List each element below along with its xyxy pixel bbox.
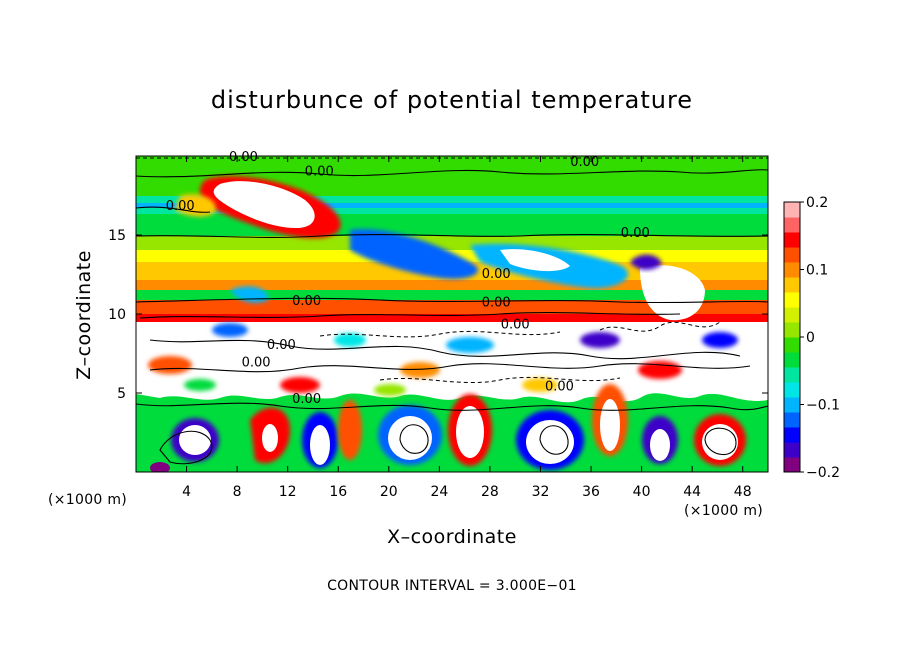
x-tick-label: 20 — [380, 484, 398, 500]
x-tick-label: 8 — [233, 484, 242, 500]
colorbar-swatch — [784, 232, 800, 248]
colorbar: 0.2 0.1 0 −0.1 −0.2 — [783, 195, 840, 481]
field-cool-blob-upper — [350, 229, 479, 279]
colorbar-swatch — [784, 382, 800, 398]
colorbar-swatch — [784, 337, 800, 353]
contour-label: 0.00 — [501, 318, 530, 333]
colorbar-tick-label: 0 — [806, 330, 815, 346]
field-plot-area — [136, 156, 768, 472]
x-unit-label: (×1000 m) — [684, 503, 764, 519]
field-lower-eddies — [150, 384, 746, 472]
contour-label: 0.00 — [229, 150, 258, 165]
colorbar-swatch — [784, 412, 800, 428]
contour-label: 0.00 — [242, 356, 271, 371]
field-layer-red — [136, 314, 768, 322]
field-warm-blob-core — [213, 181, 315, 228]
colorbar-swatch — [784, 322, 800, 338]
x-tick-label: 36 — [582, 484, 600, 500]
field-layer-darkorange — [136, 280, 768, 290]
contour-label: 0.00 — [545, 379, 574, 394]
contour-label: 0.00 — [621, 226, 650, 241]
colorbar-swatch — [784, 442, 800, 458]
contour-lines — [136, 169, 768, 465]
x-axis: 4 8 12 16 20 24 28 32 36 40 44 48 — [182, 156, 752, 500]
field-layer-blue-band — [136, 203, 768, 208]
contour-label: 0.00 — [292, 392, 321, 407]
colorbar-tick-label: −0.2 — [806, 465, 840, 481]
contour-lines-negative — [136, 157, 768, 384]
y-tick-label: 15 — [108, 228, 126, 244]
colorbar-swatch — [784, 262, 800, 278]
x-tick-label: 40 — [633, 484, 651, 500]
colorbar-swatch — [784, 352, 800, 368]
x-tick-label: 4 — [182, 484, 191, 500]
x-tick-label: 12 — [279, 484, 297, 500]
x-tick-label: 16 — [329, 484, 347, 500]
contour-label: 0.00 — [267, 338, 296, 353]
colorbar-swatch — [784, 247, 800, 263]
colorbar-swatch — [784, 307, 800, 323]
x-tick-label: 28 — [481, 484, 499, 500]
x-axis-label: X–coordinate — [387, 526, 517, 548]
contour-label: 0.00 — [482, 267, 511, 282]
contour-labels: 0.00 0.00 0.00 0.00 0.00 0.00 0.00 0.00 0.00 0.00… — [166, 150, 650, 407]
colorbar-swatch — [784, 202, 800, 218]
contour-label: 0.00 — [166, 199, 195, 214]
colorbar-swatch — [784, 457, 800, 473]
x-tick-label: 24 — [430, 484, 448, 500]
contour-label: 0.00 — [482, 296, 511, 311]
x-tick-label: 44 — [683, 484, 701, 500]
y-tick-label: 10 — [108, 307, 126, 323]
field-layer-redorange — [136, 300, 768, 314]
field-layer-yellowgreen — [136, 236, 768, 250]
colorbar-swatch — [784, 277, 800, 293]
y-axis: 5 10 15 — [108, 228, 768, 402]
x-tick-label: 48 — [734, 484, 752, 500]
colorbar-swatch — [784, 397, 800, 413]
colorbar-tick-label: 0.1 — [806, 263, 828, 279]
colorbar-swatch — [784, 367, 800, 383]
y-tick-label: 5 — [117, 386, 126, 402]
contour-label: 0.00 — [292, 294, 321, 309]
colorbar-tick-label: 0.2 — [806, 195, 828, 211]
chart-title: disturbunce of potential temperature — [210, 86, 694, 114]
colorbar-tick-label: −0.1 — [806, 398, 840, 414]
contour-interval-note: CONTOUR INTERVAL = 3.000E−01 — [327, 578, 577, 594]
colorbar-swatch — [784, 217, 800, 233]
z-unit-label: (×1000 m) — [48, 492, 128, 508]
colorbar-swatch — [784, 427, 800, 443]
contour-label: 0.00 — [305, 164, 334, 179]
colorbar-swatch — [784, 292, 800, 308]
x-tick-label: 32 — [532, 484, 550, 500]
field-white-plume — [640, 265, 705, 321]
field-mixed-blobs — [148, 323, 738, 396]
y-axis-label: Z–coordinate — [73, 250, 95, 380]
contour-label: 0.00 — [570, 155, 599, 170]
